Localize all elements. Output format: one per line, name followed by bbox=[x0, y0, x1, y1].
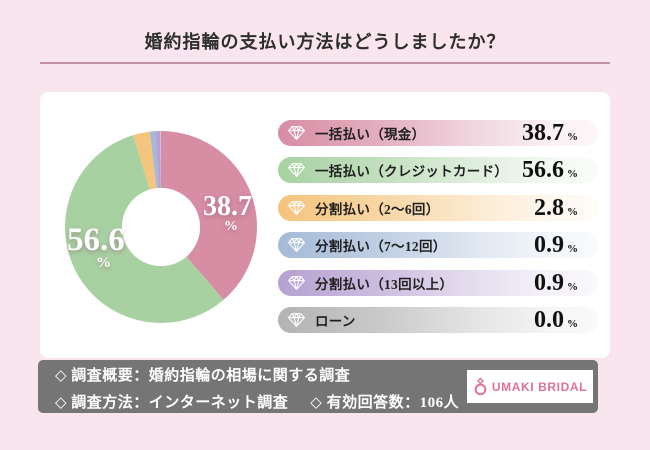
donut-hole bbox=[122, 188, 200, 266]
legend-row-lump-cash: 一括払い（現金） 38.7% bbox=[278, 120, 598, 146]
legend-label: 一括払い（現金） bbox=[315, 127, 426, 142]
footer-bar: ◇ 調査概要：婚約指輪の相場に関する調査 ◇ 調査方法：インターネット調査 ◇ 有… bbox=[38, 360, 598, 413]
percent-value: 0.9 bbox=[534, 232, 564, 259]
percent-value: 0.9 bbox=[534, 269, 564, 296]
chart-card: 38.7 % 56.6 % 一括払い（現金） 38.7% 一括払い（クレジットカ… bbox=[40, 92, 610, 358]
legend-value: 2.8% bbox=[534, 196, 578, 220]
percent-value: 0.0 bbox=[534, 307, 564, 333]
brand-logo-text: UMAKI BRIDAL bbox=[491, 379, 588, 394]
legend-label: 一括払い（クレジットカード） bbox=[315, 164, 509, 180]
brand-logo: UMAKI BRIDAL bbox=[467, 370, 593, 403]
legend-label: 分割払い（2～6回） bbox=[315, 201, 440, 217]
percent-sign: % bbox=[567, 318, 578, 330]
legend-value: 38.7% bbox=[522, 121, 578, 145]
diamond-icon bbox=[287, 162, 306, 178]
legend-label: 分割払い（13回以上） bbox=[315, 276, 454, 292]
diamond-icon bbox=[287, 312, 306, 328]
percent-sign: % bbox=[567, 243, 578, 256]
donut-value-credit: 56.6 bbox=[67, 222, 125, 258]
percent-sign: % bbox=[567, 280, 578, 293]
legend-value: 56.6% bbox=[522, 158, 578, 182]
percent-sign: % bbox=[567, 168, 578, 181]
donut-label-cash: 38.7 bbox=[203, 193, 252, 221]
survey-responses: ◇ 有効回答数：106人 bbox=[310, 395, 460, 411]
legend-value: 0.9% bbox=[534, 271, 578, 295]
donut-slices bbox=[65, 131, 257, 323]
legend-label: 分割払い（7～12回） bbox=[315, 239, 447, 255]
diamond-icon bbox=[287, 200, 306, 216]
diamond-icon bbox=[287, 237, 306, 253]
diamond-icon bbox=[287, 125, 306, 141]
survey-method: ◇ 調査方法：インターネット調査 bbox=[55, 395, 289, 411]
legend-label: ローン bbox=[315, 314, 356, 329]
percent-sign: % bbox=[567, 131, 578, 143]
percent-sign: % bbox=[567, 205, 578, 218]
ring-icon bbox=[474, 377, 487, 396]
title-divider bbox=[40, 62, 610, 64]
percent-value: 56.6 bbox=[522, 157, 564, 184]
survey-method-line: ◇ 調査方法：インターネット調査 ◇ 有効回答数：106人 bbox=[55, 393, 598, 414]
legend-value: 0.0% bbox=[534, 308, 578, 332]
legend-row-installment-7-12: 分割払い（7～12回） 0.9% bbox=[278, 232, 598, 259]
percent-value: 38.7 bbox=[522, 120, 564, 146]
page-title: 婚約指輪の支払い方法はどうしましたか？ bbox=[144, 32, 506, 52]
legend-row-installment-13plus: 分割払い（13回以上） 0.9% bbox=[278, 269, 598, 296]
donut-percent-sign-cash: % bbox=[224, 219, 238, 234]
donut-percent-sign-credit: % bbox=[96, 255, 111, 271]
donut-label-credit: 56.6 bbox=[67, 224, 125, 257]
survey-overview: ◇ 調査概要：婚約指輪の相場に関する調査 bbox=[55, 368, 351, 384]
percent-value: 2.8 bbox=[534, 194, 564, 221]
legend-row-loan: ローン 0.0% bbox=[278, 307, 598, 333]
legend-row-lump-credit: 一括払い（クレジットカード） 56.6% bbox=[278, 157, 598, 184]
donut-value-cash: 38.7 bbox=[203, 191, 252, 222]
diamond-icon bbox=[287, 275, 306, 291]
donut-chart: 38.7 % 56.6 % bbox=[65, 131, 257, 323]
legend-row-installment-2-6: 分割払い（2～6回） 2.8% bbox=[278, 194, 598, 221]
legend-value: 0.9% bbox=[534, 233, 578, 257]
